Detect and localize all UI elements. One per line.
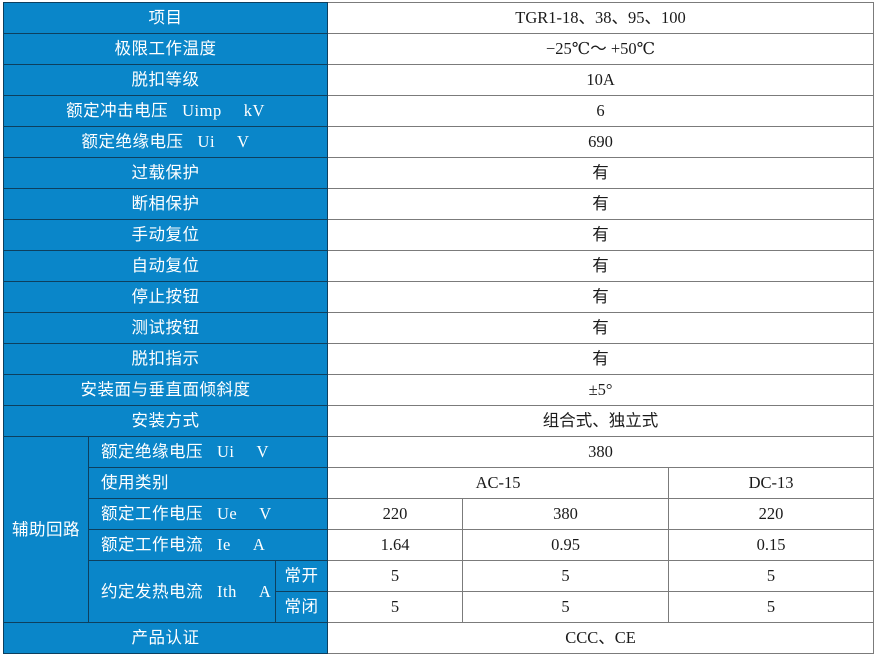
label-text: 额定冲击电压 [66,101,169,120]
table-row: 手动复位 有 [2,219,875,251]
row-label-auto-reset: 自动复位 [2,250,329,282]
row-value-overload-protection: 有 [327,157,875,189]
table-row: 停止按钮 有 [2,281,875,313]
table-row: 过载保护 有 [2,157,875,189]
label-text: 额定工作电流 [101,535,203,554]
row-value-certification: CCC、CE [327,622,875,654]
row-value-mounting-tilt: ±5° [327,374,875,406]
table-row: 脱扣指示 有 [2,343,875,375]
aux-value-thermal-no-2: 5 [462,560,670,592]
aux-value-operating-voltage-2: 380 [462,498,670,530]
aux-value-operating-current-1: 1.64 [327,529,464,561]
table-row: 安装方式 组合式、独立式 [2,405,875,437]
label-unit: A [252,535,266,554]
label-text: 约定发热电流 [101,581,203,601]
aux-label-operating-voltage: 额定工作电压 Ue V [87,498,329,530]
aux-label-utilization-category: 使用类别 [87,467,329,499]
aux-value-thermal-no-1: 5 [327,560,464,592]
table-row: 断相保护 有 [2,188,875,220]
table-row-thermal-current-nc: 常闭 5 5 5 [4,591,875,623]
label-unit: A [258,581,272,601]
label-symbol: Ui [217,442,235,461]
row-label-overload-protection: 过载保护 [2,157,329,189]
aux-value-thermal-nc-1: 5 [327,591,464,623]
aux-value-operating-current-3: 0.15 [668,529,875,561]
row-value-insulation-voltage: 690 [327,126,875,158]
row-value-test-button: 有 [327,312,875,344]
row-label-temperature: 极限工作温度 [2,33,329,65]
row-label-mounting-type: 安装方式 [2,405,329,437]
label-unit: V [237,132,250,151]
row-label-stop-button: 停止按钮 [2,281,329,313]
row-label-impulse-voltage: 额定冲击电压 Uimp kV [2,95,329,127]
row-label-test-button: 测试按钮 [2,312,329,344]
label-symbol: Ith [217,581,237,601]
aux-group-label: 辅助回路 [3,436,89,623]
aux-label-operating-current: 额定工作电流 Ie A [87,529,329,561]
aux-value-thermal-nc-3: 5 [668,591,875,623]
row-label-phase-loss-protection: 断相保护 [2,188,329,220]
row-label-certification: 产品认证 [2,622,329,654]
table-row: 脱扣等级 10A [2,64,875,96]
aux-value-thermal-nc-2: 5 [462,591,670,623]
table-row: 额定冲击电压 Uimp kV 6 [2,95,875,127]
label-symbol: Ie [217,535,231,554]
table-row-thermal-current-no: 约定发热电流 Ith A 常开 5 5 5 [4,560,875,623]
table-row: 安装面与垂直面倾斜度 ±5° [2,374,875,406]
table-row: 极限工作温度 −25℃～ +50℃ [2,33,875,65]
row-label-item: 项目 [2,2,329,34]
label-unit: V [259,504,272,523]
row-value-phase-loss-protection: 有 [327,188,875,220]
row-label-insulation-voltage: 额定绝缘电压 Ui V [2,126,329,158]
label-text: 额定绝缘电压 [101,442,203,461]
table-row: 额定绝缘电压 Ui V 690 [2,126,875,158]
row-label-mounting-tilt: 安装面与垂直面倾斜度 [2,374,329,406]
aux-label-thermal-current: 约定发热电流 Ith A [88,560,276,623]
label-symbol: Ui [197,132,216,151]
row-label-trip-indication: 脱扣指示 [2,343,329,375]
row-label-manual-reset: 手动复位 [2,219,329,251]
row-value-trip-class: 10A [327,64,875,96]
aux-value-thermal-no-3: 5 [668,560,875,592]
table-row-aux-operating-voltage: 额定工作电压 Ue V 220 380 220 [4,498,875,530]
label-symbol: Ue [217,504,238,523]
table-row: 项目 TGR1-18、38、95、100 [2,2,875,34]
table-row-aux-insulation-voltage: 辅助回路 额定绝缘电压 Ui V 380 [3,436,875,623]
row-value-mounting-type: 组合式、独立式 [327,405,875,437]
row-value-temperature: −25℃～ +50℃ [327,33,875,65]
row-value-impulse-voltage: 6 [327,95,875,127]
aux-sublabel-normally-closed: 常闭 [274,591,329,623]
table-row: 自动复位 有 [2,250,875,282]
table-row-aux-operating-current: 额定工作电流 Ie A 1.64 0.95 0.15 [4,529,875,561]
aux-value-operating-voltage-1: 220 [327,498,464,530]
table-row-aux-utilization-category: 使用类别 AC-15 DC-13 [4,467,875,499]
label-text: 额定绝缘电压 [81,132,184,151]
row-value-auto-reset: 有 [327,250,875,282]
aux-value-category-dc: DC-13 [668,467,875,499]
aux-value-insulation-voltage: 380 [327,436,875,468]
aux-value-category-ac: AC-15 [327,467,670,499]
label-unit: kV [243,101,265,120]
label-unit: V [256,442,269,461]
aux-sublabel-normally-open: 常开 [274,560,329,592]
table-row-certification: 产品认证 CCC、CE [2,622,875,654]
aux-value-operating-voltage-3: 220 [668,498,875,530]
row-value-stop-button: 有 [327,281,875,313]
aux-label-insulation-voltage: 额定绝缘电压 Ui V [87,436,329,468]
aux-value-operating-current-2: 0.95 [462,529,670,561]
label-symbol: Uimp [182,101,222,120]
table-row: 测试按钮 有 [2,312,875,344]
row-value-item: TGR1-18、38、95、100 [327,2,875,34]
row-value-trip-indication: 有 [327,343,875,375]
row-label-trip-class: 脱扣等级 [2,64,329,96]
row-value-manual-reset: 有 [327,219,875,251]
label-text: 额定工作电压 [101,504,203,523]
